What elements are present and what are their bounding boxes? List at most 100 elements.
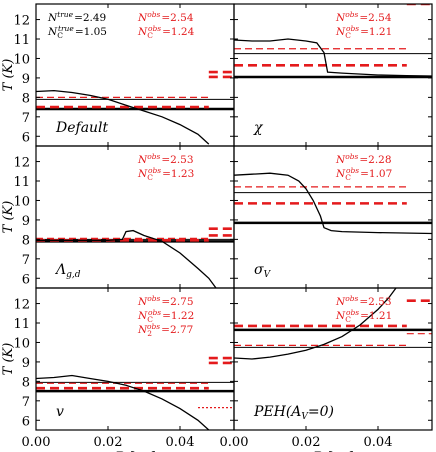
panel-plot-area xyxy=(36,70,234,145)
y-tick-label: 10 xyxy=(13,52,30,67)
y-tick-label: 10 xyxy=(13,194,30,209)
annotation-value: =2.49 xyxy=(74,12,106,24)
y-tick-label: 12 xyxy=(13,14,30,29)
annotation-subscript: C xyxy=(147,173,153,182)
annotation-value: =2.77 xyxy=(161,324,193,336)
annotation-subscript: C xyxy=(147,31,153,40)
annotation-text: Nobs=2.54 xyxy=(137,10,194,24)
annotation-text: Nobs=2.75 xyxy=(137,294,194,308)
annotation-value: =2.28 xyxy=(359,154,391,166)
annotation-value: =2.54 xyxy=(161,12,193,24)
annotation-text: Ntrue=2.49 xyxy=(47,10,106,24)
y-tick-label: 12 xyxy=(13,298,30,313)
y-axis-label: T (K) xyxy=(1,59,16,92)
annotation-text: N2obs=2.77 xyxy=(137,322,193,338)
y-axis-label: T (K) xyxy=(1,201,16,234)
x-axis-label: R [pc] xyxy=(114,450,156,452)
annotation-text: NCobs=1.21 xyxy=(335,24,392,40)
annotation-subscript: C xyxy=(57,31,63,40)
temperature-profile-line xyxy=(234,38,432,77)
annotation-symbol: N xyxy=(47,26,58,38)
annotation-superscript: obs xyxy=(346,24,359,33)
panel-label-subscript: V xyxy=(264,270,272,280)
panel-plot-area xyxy=(234,172,432,235)
x-axis-label: R [pc] xyxy=(312,450,354,452)
annotation-value: =2.54 xyxy=(359,12,391,24)
annotation-superscript: obs xyxy=(148,166,161,175)
annotation-symbol: N xyxy=(137,12,148,24)
annotation-subscript: 2 xyxy=(147,329,152,338)
annotation-text: NCobs=1.23 xyxy=(137,166,194,182)
annotation-symbol: N xyxy=(137,324,148,336)
annotation-subscript: C xyxy=(345,31,351,40)
panel-label-main: σ xyxy=(254,262,264,278)
x-tick-label: 0.04 xyxy=(166,435,195,450)
y-tick-label: 6 xyxy=(22,130,30,145)
y-tick-label: 9 xyxy=(22,72,30,87)
panel-label-main: PEH(A xyxy=(253,404,301,420)
annotation-text: Nobs=2.54 xyxy=(335,10,392,24)
panel-frame xyxy=(233,145,433,289)
annotation-symbol: N xyxy=(47,12,58,24)
temperature-profile-line xyxy=(36,89,210,145)
panel-label-main: v xyxy=(56,404,64,420)
y-tick-label: 11 xyxy=(13,175,30,190)
annotation-subscript: C xyxy=(147,315,153,324)
y-tick-label: 11 xyxy=(13,33,30,48)
annotation-value: =1.05 xyxy=(75,26,107,38)
temperature-profile-line xyxy=(36,374,210,430)
annotation-superscript: obs xyxy=(148,24,161,33)
y-tick-label: 8 xyxy=(22,91,30,106)
temperature-profile-line xyxy=(36,229,217,288)
annotation-symbol: N xyxy=(137,154,148,166)
panel-6: 0.000.020.04R [pc]Nobs=2.53NCobs=1.21PEH… xyxy=(220,287,433,452)
y-tick-label: 9 xyxy=(22,356,30,371)
panel-label: Λg,d xyxy=(54,262,81,280)
annotation-superscript: obs xyxy=(345,152,358,161)
y-tick-label: 7 xyxy=(22,395,30,410)
y-tick-label: 8 xyxy=(22,375,30,390)
annotation-text: Nobs=2.28 xyxy=(335,152,392,166)
annotation-symbol: N xyxy=(335,168,346,180)
annotation-symbol: N xyxy=(335,26,346,38)
panel-label-main: Λ xyxy=(54,262,66,278)
panel-plot-area xyxy=(234,4,432,79)
annotation-symbol: N xyxy=(137,310,148,322)
x-tick-label: 0.02 xyxy=(94,435,123,450)
annotation-text: NCobs=1.21 xyxy=(335,308,392,324)
annotation-subscript: C xyxy=(345,315,351,324)
x-tick-label: 0.00 xyxy=(22,435,51,450)
annotation-superscript: obs xyxy=(346,308,359,317)
annotation-value: =1.07 xyxy=(360,168,392,180)
annotation-text: NCtrue=1.05 xyxy=(47,24,107,40)
panel-label: PEH(AV=0) xyxy=(253,404,334,422)
panel-plot-area xyxy=(234,288,432,360)
panel-label: Default xyxy=(55,120,109,136)
annotation-symbol: N xyxy=(335,296,346,308)
annotation-value: =2.53 xyxy=(359,296,391,308)
x-tick-label: 0.00 xyxy=(220,435,249,450)
panel-frame xyxy=(35,287,235,431)
annotation-superscript: obs xyxy=(147,10,160,19)
annotation-symbol: N xyxy=(137,26,148,38)
annotation-text: Nobs=2.53 xyxy=(335,294,392,308)
annotation-text: NCobs=1.07 xyxy=(335,166,392,182)
annotation-value: =2.53 xyxy=(161,154,193,166)
annotation-subscript: C xyxy=(345,173,351,182)
y-tick-label: 6 xyxy=(22,414,30,429)
annotation-superscript: obs xyxy=(346,166,359,175)
y-tick-label: 7 xyxy=(22,111,30,126)
panel-label-main: χ xyxy=(253,120,264,136)
annotation-superscript: obs xyxy=(147,152,160,161)
annotation-symbol: N xyxy=(335,310,346,322)
annotation-superscript: obs xyxy=(148,308,161,317)
annotation-symbol: N xyxy=(335,12,346,24)
annotation-superscript: true xyxy=(57,10,73,19)
annotation-value: =1.22 xyxy=(162,310,194,322)
panel-frame xyxy=(233,287,433,431)
x-tick-label: 0.02 xyxy=(292,435,321,450)
